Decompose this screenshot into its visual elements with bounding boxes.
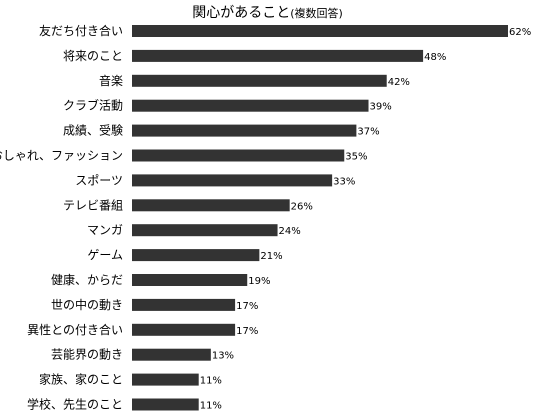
category-label: ゲーム — [87, 248, 123, 262]
value-label: 17% — [236, 326, 258, 337]
bar — [132, 274, 248, 286]
chart-title-main: 関心があること — [192, 5, 291, 21]
bar — [132, 199, 290, 212]
category-label: テレビ番組 — [63, 198, 123, 212]
category-label: マンガ — [87, 223, 123, 237]
bar — [132, 249, 260, 262]
category-label: 友だち付き合い — [39, 23, 123, 38]
value-label: 42% — [388, 77, 410, 88]
value-label: 35% — [345, 152, 367, 163]
category-label: 将来のこと — [63, 49, 123, 63]
chart-subtitle: (複数回答) — [290, 7, 343, 20]
bar — [132, 74, 387, 87]
bar — [132, 25, 508, 37]
bar — [132, 398, 199, 411]
category-label: 芸能界の動き — [51, 348, 123, 362]
category-label: 世の中の動き — [51, 297, 123, 312]
value-label: 39% — [370, 102, 392, 113]
value-label: 62% — [509, 27, 531, 38]
bar — [132, 49, 424, 62]
chart-title: 関心があること(複数回答) — [0, 2, 535, 22]
value-label: 26% — [291, 201, 313, 212]
bar — [132, 149, 345, 162]
category-label: 家族、家のこと — [39, 372, 123, 387]
category-label: クラブ活動 — [63, 98, 123, 113]
bar — [132, 298, 236, 311]
bar — [132, 373, 199, 386]
category-label: 音楽 — [99, 73, 123, 88]
category-label: 成績、受験 — [63, 123, 123, 138]
value-label: 13% — [212, 351, 234, 362]
value-label: 21% — [260, 251, 282, 262]
bar — [132, 124, 357, 137]
bar — [132, 174, 333, 187]
bar — [132, 99, 369, 112]
value-label: 37% — [357, 127, 379, 138]
value-label: 19% — [248, 276, 270, 287]
value-label: 11% — [200, 401, 222, 412]
value-label: 33% — [333, 176, 355, 187]
value-label: 48% — [424, 52, 446, 63]
value-label: 17% — [236, 301, 258, 312]
value-label: 11% — [200, 376, 222, 387]
category-label: 健康、からだ — [51, 272, 123, 287]
bar — [132, 348, 211, 361]
bar — [132, 323, 236, 336]
category-label: 学校、先生のこと — [27, 397, 123, 412]
category-label: スポーツ — [75, 173, 123, 187]
bar — [132, 224, 278, 237]
value-label: 24% — [279, 226, 301, 237]
category-label: おしゃれ、ファッション — [0, 149, 123, 163]
category-label: 異性との付き合い — [27, 322, 123, 337]
